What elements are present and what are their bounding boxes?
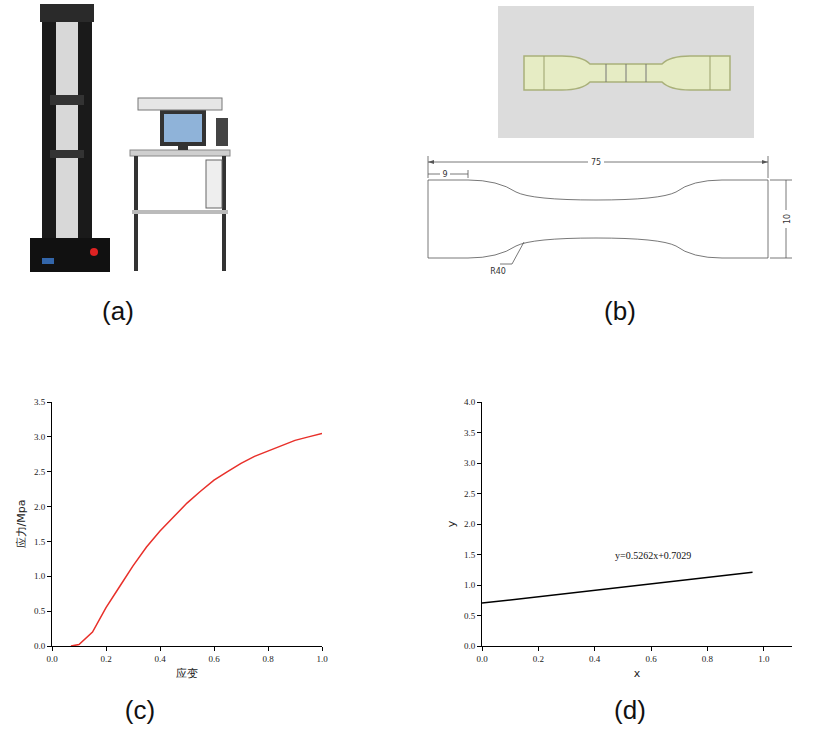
svg-text:75: 75 <box>591 158 601 167</box>
svg-text:4.0: 4.0 <box>464 397 476 407</box>
svg-text:2.5: 2.5 <box>464 489 476 499</box>
svg-text:应变: 应变 <box>176 667 198 680</box>
svg-text:R40: R40 <box>490 267 506 276</box>
svg-text:0.4: 0.4 <box>589 654 601 664</box>
svg-text:3.5: 3.5 <box>464 428 476 438</box>
svg-text:x: x <box>634 667 641 680</box>
svg-text:0.4: 0.4 <box>154 654 166 664</box>
svg-text:1.0: 1.0 <box>758 654 770 664</box>
svg-text:0.8: 0.8 <box>702 654 714 664</box>
html-text:(c): (c) <box>124 695 156 725</box>
svg-text:1.0: 1.0 <box>316 654 328 664</box>
svg-text:3.0: 3.0 <box>34 432 46 442</box>
svg-text:y=0.5262x+0.7029: y=0.5262x+0.7029 <box>615 550 691 561</box>
svg-text:y: y <box>445 520 458 527</box>
svg-text:0.2: 0.2 <box>100 654 111 664</box>
svg-text:3.5: 3.5 <box>34 397 46 407</box>
svg-text:0.0: 0.0 <box>46 654 58 664</box>
svg-text:2.5: 2.5 <box>34 467 46 477</box>
svg-text:10: 10 <box>783 214 792 224</box>
html-text:(a): (a) <box>102 296 134 326</box>
svg-text:1.5: 1.5 <box>464 550 476 560</box>
svg-text:0.5: 0.5 <box>464 611 476 621</box>
svg-text:2.0: 2.0 <box>34 502 46 512</box>
svg-text:0.0: 0.0 <box>476 654 488 664</box>
svg-text:0.5: 0.5 <box>34 606 46 616</box>
svg-text:2.0: 2.0 <box>464 519 476 529</box>
svg-text:应力/Mpa: 应力/Mpa <box>15 500 28 549</box>
svg-text:0.0: 0.0 <box>34 641 46 651</box>
svg-text:1.0: 1.0 <box>34 571 46 581</box>
svg-text:1.5: 1.5 <box>34 537 46 547</box>
svg-text:0.6: 0.6 <box>208 654 220 664</box>
svg-text:0.2: 0.2 <box>533 654 544 664</box>
svg-text:9: 9 <box>442 170 447 179</box>
svg-text:0.6: 0.6 <box>645 654 657 664</box>
svg-text:1.0: 1.0 <box>464 580 476 590</box>
svg-text:3.0: 3.0 <box>464 458 476 468</box>
html-text:(b): (b) <box>604 296 636 326</box>
html-text:(d): (d) <box>614 695 646 725</box>
svg-text:0.8: 0.8 <box>262 654 274 664</box>
svg-text:0.0: 0.0 <box>464 641 476 651</box>
